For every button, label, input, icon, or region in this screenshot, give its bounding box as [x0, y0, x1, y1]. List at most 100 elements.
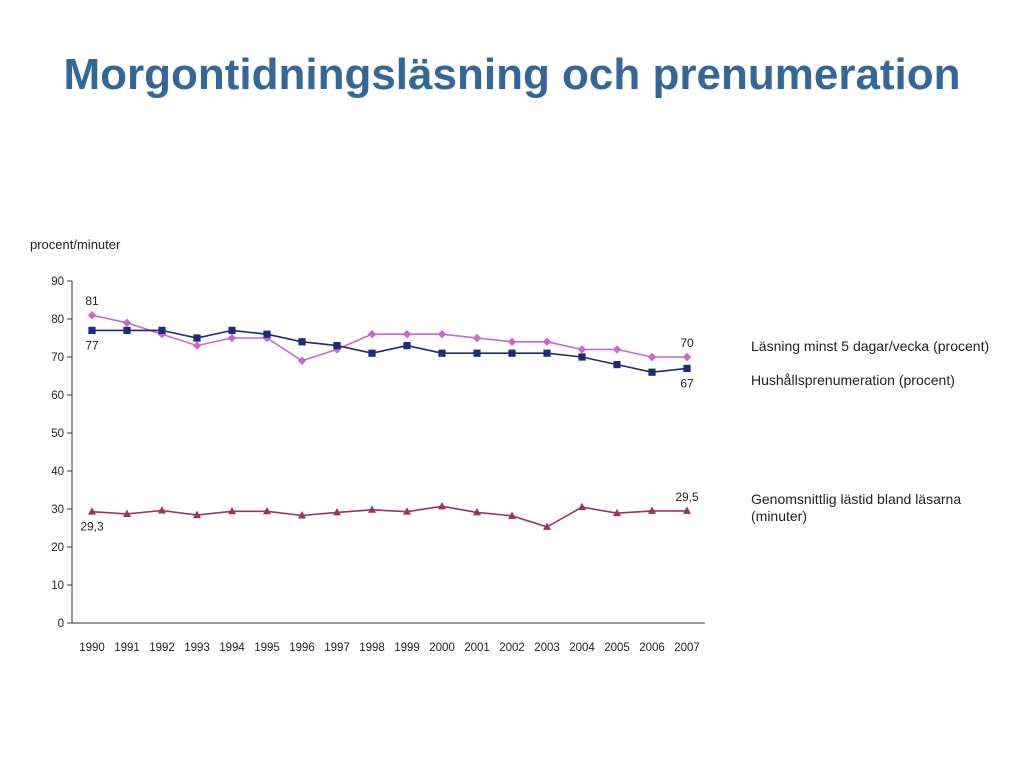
data-point: [683, 506, 691, 514]
data-point: [367, 330, 377, 339]
data-point: [158, 506, 166, 514]
data-point: [123, 509, 131, 517]
y-tick-label: 10: [51, 580, 64, 592]
data-point: [613, 361, 621, 369]
data-point: [682, 352, 692, 362]
data-label: 67: [680, 376, 694, 390]
data-labels: 81 77 70 67 29,3 29,5: [80, 294, 699, 533]
data-point: [648, 506, 656, 514]
x-tick-label: 2001: [464, 642, 490, 654]
y-tick-label: 30: [51, 504, 64, 516]
x-tick-label: 2004: [569, 642, 595, 654]
data-point: [612, 345, 622, 354]
series-lines: [91, 314, 688, 528]
data-point: [473, 349, 481, 357]
legend: Läsning minst 5 dagar/vecka (procent) Hus…: [751, 338, 989, 524]
data-point: [298, 511, 306, 519]
data-point: [507, 337, 517, 346]
x-tick-label: 1997: [324, 642, 350, 654]
data-point: [472, 333, 482, 343]
data-label: 77: [85, 338, 99, 352]
data-label: 70: [680, 336, 694, 350]
legend-entry: Läsning minst 5 dagar/vecka (procent): [751, 338, 989, 354]
series-line: [92, 329, 688, 374]
series-line: [91, 505, 687, 528]
data-label: 29,5: [675, 490, 699, 504]
data-point: [647, 352, 657, 362]
data-point: [228, 326, 236, 334]
x-tick-label: 1998: [359, 642, 385, 654]
data-point: [263, 330, 271, 338]
x-tick-label: 1995: [254, 642, 280, 654]
y-axis-label: procent/minuter: [30, 237, 121, 252]
data-point: [263, 506, 271, 515]
axes: 0 10 20 30 40 50 60 70 80 90 1990 1991 1992 1993 1994 1…: [51, 276, 705, 654]
data-point: [228, 506, 236, 515]
data-point: [542, 337, 552, 346]
data-point: [297, 356, 307, 365]
data-point: [438, 349, 446, 357]
series-line: [91, 314, 687, 362]
legend-entry: Genomsnittlig lästid bland läsarna: [751, 491, 961, 507]
x-tick-label: 1990: [79, 642, 105, 654]
data-point: [648, 368, 656, 376]
x-tick-label: 2006: [639, 642, 665, 654]
data-point: [508, 511, 516, 519]
data-point: [683, 364, 691, 372]
data-point: [473, 508, 481, 516]
data-point: [227, 333, 237, 343]
x-tick-label: 1999: [394, 642, 420, 654]
data-point: [368, 505, 376, 513]
data-point: [403, 342, 411, 350]
x-tick-label: 1993: [184, 642, 210, 654]
data-label: 81: [85, 294, 99, 308]
data-point: [613, 508, 621, 517]
x-tick-label: 2003: [534, 642, 560, 654]
y-tick-label: 50: [51, 428, 64, 440]
data-point: [578, 502, 586, 511]
x-tick-label: 1991: [114, 642, 140, 654]
data-point: [543, 349, 551, 357]
data-point: [402, 330, 412, 339]
data-point: [438, 501, 446, 510]
series-markers: [87, 311, 692, 530]
data-point: [87, 311, 97, 320]
data-label: 29,3: [80, 520, 104, 534]
data-point: [88, 326, 96, 334]
x-tick-label: 2002: [499, 642, 525, 654]
page-title: Morgontidningsläsning och prenumeration: [63, 50, 961, 99]
data-point: [403, 507, 411, 515]
data-point: [508, 349, 516, 357]
data-point: [333, 342, 341, 350]
data-point: [437, 330, 447, 339]
data-point: [88, 507, 96, 515]
y-tick-label: 20: [51, 542, 64, 554]
x-tick-label: 2000: [429, 642, 455, 654]
data-point: [193, 510, 201, 519]
data-point: [123, 326, 131, 334]
x-tick-label: 1992: [149, 642, 175, 654]
legend-entry: (minuter): [751, 508, 807, 524]
x-tick-label: 2005: [604, 642, 630, 654]
y-tick-label: 60: [51, 390, 64, 402]
data-point: [122, 318, 132, 327]
data-point: [157, 330, 167, 339]
y-tick-label: 90: [51, 276, 64, 288]
data-point: [333, 508, 341, 516]
data-point: [578, 353, 586, 361]
x-tick-label: 1996: [289, 642, 315, 654]
data-point: [577, 345, 587, 354]
data-point: [193, 334, 201, 342]
x-tick-label: 1994: [219, 642, 245, 654]
y-tick-label: 70: [51, 352, 64, 364]
legend-entry: Hushållsprenumeration (procent): [751, 372, 955, 388]
data-point: [158, 326, 166, 334]
data-point: [543, 522, 551, 530]
data-point: [368, 349, 376, 357]
data-point: [298, 338, 306, 346]
y-tick-label: 40: [51, 466, 64, 478]
data-point: [192, 341, 202, 350]
y-tick-label: 0: [58, 618, 64, 630]
y-tick-label: 80: [51, 314, 64, 326]
